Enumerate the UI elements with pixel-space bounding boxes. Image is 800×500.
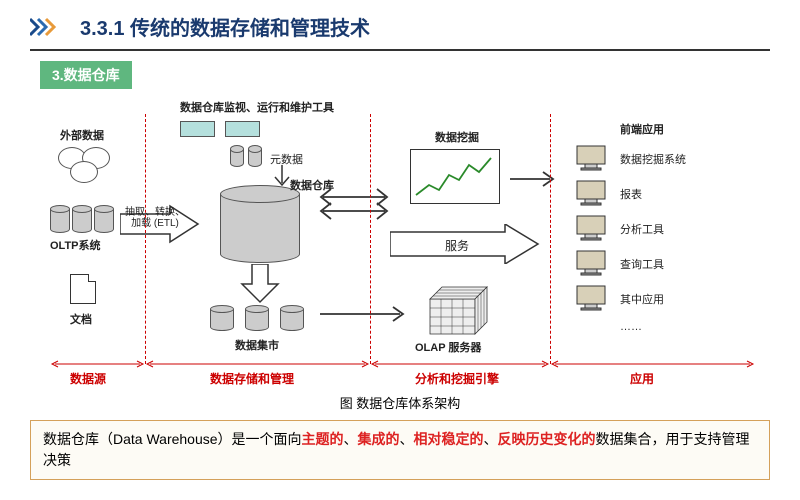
warehouse-cylinder-icon [220,194,300,254]
app-label: 数据挖掘系统 [620,151,686,167]
desc-keyword: 反映历史变化的 [498,431,596,447]
app-label: 分析工具 [620,221,664,237]
monitor-icon [575,284,609,312]
page-title: 3.3.1 传统的数据存储和管理技术 [80,12,370,41]
external-data-label: 外部数据 [60,127,104,143]
desc-text: 数据仓库（Data Warehouse）是一个面向 [43,431,302,447]
oltp-label: OLTP系统 [50,237,101,253]
monitor-icon [575,249,609,277]
section-arrows [50,359,770,373]
section-divider [550,114,551,364]
arrow-right-icon [315,304,415,324]
section-label: 应用 [630,370,654,387]
architecture-diagram: 数据仓库监视、运行和维护工具 元数据 外部数据 OLTP系统 文档 抽取、转换、… [30,89,770,389]
document-icon [70,274,96,304]
tools-label: 数据仓库监视、运行和维护工具 [180,99,334,115]
desc-keyword: 集成的 [358,431,400,447]
mart-label: 数据集市 [235,337,279,353]
meta-box-1 [180,121,215,137]
desc-text: 、 [484,431,498,447]
cylinder-icon [210,309,234,327]
olap-label: OLAP 服务器 [415,339,481,355]
monitor-icon [575,214,609,242]
cylinder-icon [280,309,304,327]
app-label: 查询工具 [620,256,664,272]
desc-text: 、 [344,431,358,447]
arrow-down-icon [272,165,292,195]
arrow-down-big-icon [240,264,280,304]
section-tag: 3.数据仓库 [40,61,132,89]
section-label: 数据源 [70,370,106,387]
etl-label: 抽取、转换、加载 (ETL) [125,207,185,229]
frontend-label: 前端应用 [620,121,664,137]
section-divider [370,114,371,364]
page-header: 3.3.1 传统的数据存储和管理技术 [30,0,770,51]
meta-box-2 [225,121,260,137]
desc-text: 、 [400,431,414,447]
arrow-right-icon [505,169,565,189]
description-box: 数据仓库（Data Warehouse）是一个面向主题的、集成的、相对稳定的、反… [30,420,770,480]
cylinder-icon [245,309,269,327]
monitor-icon [575,144,609,172]
chevron-icon [30,15,80,39]
section-label: 分析和挖掘引擎 [415,370,499,387]
diagram-caption: 图 数据仓库体系架构 [0,393,800,412]
monitor-icon [575,179,609,207]
disc-icon [70,161,98,183]
double-arrow-icon [315,179,405,229]
cylinder-icon [230,149,244,163]
app-label: 其中应用 [620,291,664,307]
desc-keyword: 相对稳定的 [414,431,484,447]
olap-cube-icon [420,284,490,344]
section-divider [145,114,146,364]
document-label: 文档 [70,311,92,327]
service-label: 服务 [445,237,469,254]
desc-keyword: 主题的 [302,431,344,447]
cylinder-icon [248,149,262,163]
app-label: …… [620,321,642,333]
mining-label: 数据挖掘 [435,129,479,145]
section-label: 数据存储和管理 [210,370,294,387]
mining-chart [410,149,500,204]
app-label: 报表 [620,186,642,202]
